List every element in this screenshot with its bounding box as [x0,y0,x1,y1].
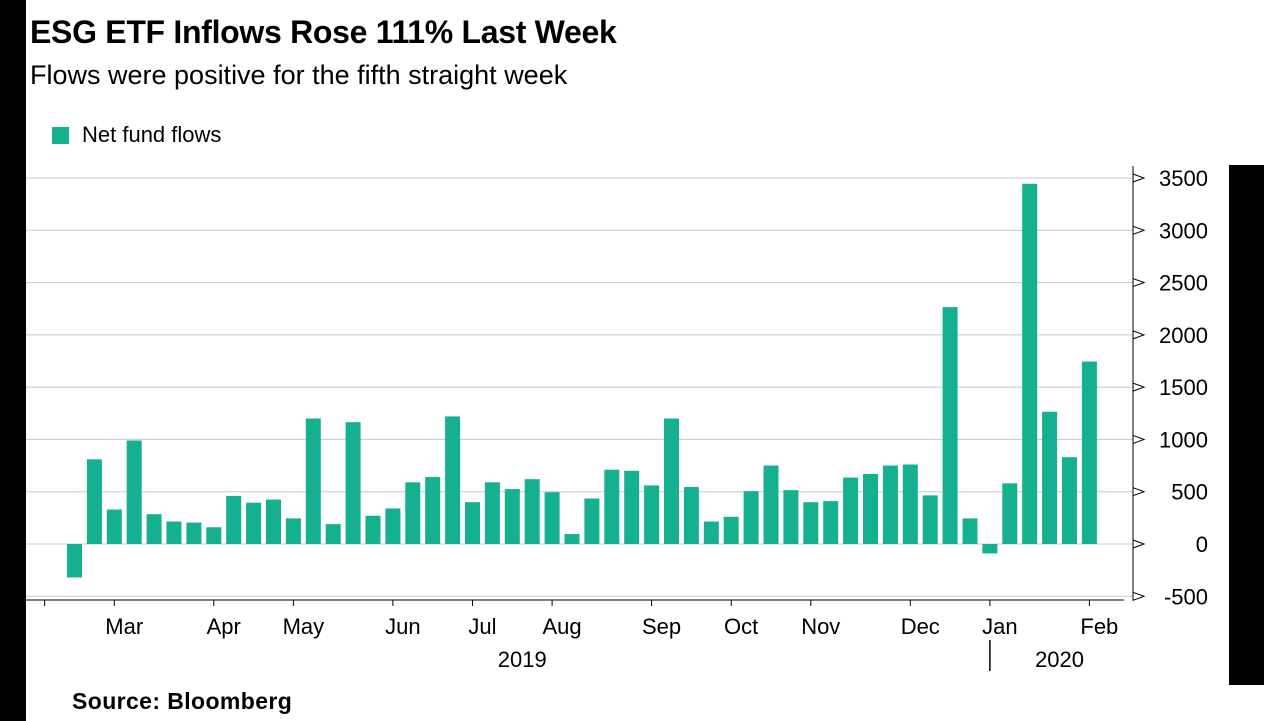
bar [783,490,799,544]
bar [305,418,321,544]
bar [86,459,102,544]
x-month-label: Sep [642,614,681,639]
bar [285,518,301,544]
bar [365,515,381,544]
bar [226,495,242,544]
y-tick-mark [1132,539,1146,549]
bar [166,521,182,544]
left-edge-bar [0,0,26,721]
bar [345,422,361,544]
bar [186,522,202,544]
bar [1022,183,1038,544]
bar [962,518,978,544]
axes [26,166,1146,671]
x-month-label: Nov [801,614,840,639]
bar [843,477,859,544]
x-month-label: Feb [1080,614,1118,639]
bar [544,492,560,544]
x-month-label: Apr [207,614,241,639]
bar [743,491,759,544]
bar [504,489,520,544]
y-tick-mark [1132,434,1146,445]
bar [902,464,918,544]
bar [942,307,958,544]
x-month-label: May [283,614,325,639]
y-tick-mark [1132,330,1146,340]
bar [1062,457,1077,544]
legend-label: Net fund flows [82,122,222,147]
bar [106,509,122,544]
y-tick-mark [1132,487,1146,497]
bar [564,534,580,544]
bar [524,479,540,544]
bar [683,487,699,544]
bar [703,521,719,544]
bar [425,477,441,544]
bar [1081,361,1097,544]
bar [584,498,600,544]
x-month-label: Dec [901,614,940,639]
bar [982,544,998,554]
bar [1002,483,1018,544]
x-year-label: 2020 [1035,647,1084,672]
y-tick-label: 3500 [1159,166,1208,191]
x-month-label: Oct [724,614,758,639]
y-tick-label: 500 [1171,480,1208,505]
bar [803,502,819,544]
y-tick-label: 3000 [1159,218,1208,243]
chart-title: ESG ETF Inflows Rose 111% Last Week [30,14,617,50]
bar [206,527,222,544]
y-tick-label: 2000 [1159,323,1208,348]
x-month-label: Mar [105,614,143,639]
bar [644,485,660,544]
bar [922,495,938,544]
legend-swatch [52,126,69,144]
x-year-label: 2019 [498,647,547,672]
legend: Net fund flows [52,122,221,148]
y-tick-label: -500 [1164,584,1208,609]
bar [385,508,401,544]
y-tick-mark [1132,277,1146,288]
bar [325,524,341,544]
bar [484,482,500,544]
bar [1042,411,1058,544]
chart-subtitle: Flows were positive for the fifth straig… [30,60,568,90]
bar [266,499,281,544]
x-month-label: Aug [542,614,581,639]
bar [723,516,739,544]
axis-labels: 3500 3000 2500 2000 1500 1000 500 0 -500 Mar Apr Ma… [105,166,1208,672]
bar [604,469,620,544]
y-tick-mark [1132,591,1146,601]
bar [664,418,679,544]
bar [823,501,839,544]
bar [882,465,898,544]
y-tick-label: 0 [1196,532,1208,557]
y-tick-mark [1132,225,1146,235]
bar [126,440,142,544]
y-tick-label: 1500 [1159,375,1208,400]
x-month-label: Jul [468,614,496,639]
x-month-label: Jan [982,614,1017,639]
right-edge-bar [1229,165,1264,685]
bar [445,416,461,544]
y-tick-label: 1000 [1159,427,1208,452]
bar [405,482,421,544]
bar [146,514,162,544]
bar [863,473,878,544]
x-month-label: Jun [385,614,420,639]
y-tick-mark [1132,173,1146,183]
bar [246,502,262,544]
y-tick-label: 2500 [1159,271,1208,296]
bar [624,470,640,544]
source-note: Source: Bloomberg [72,688,293,714]
bar [67,544,82,578]
bar [465,502,480,544]
bars [67,183,1097,578]
bar [763,465,779,544]
y-tick-mark [1132,382,1146,392]
